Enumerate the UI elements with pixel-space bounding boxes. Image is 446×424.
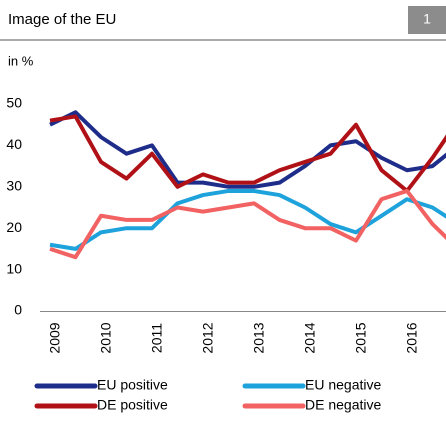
- legend-label: EU positive: [97, 377, 168, 393]
- x-tick-label: 2010: [98, 322, 114, 353]
- y-tick-label: 30: [6, 178, 22, 194]
- series-line: [49, 110, 446, 189]
- y-tick-label: 50: [6, 95, 22, 111]
- x-tick-label: 2014: [302, 322, 318, 353]
- legend-label: DE negative: [305, 397, 381, 413]
- y-axis-label: in %: [8, 53, 34, 68]
- badge-box: [408, 6, 446, 34]
- y-tick-label: 0: [14, 302, 22, 318]
- series-line: [49, 188, 446, 251]
- x-tick-label: 2016: [404, 322, 420, 353]
- y-tick-label: 10: [6, 260, 22, 276]
- y-tick-label: 40: [6, 136, 22, 152]
- legend-label: DE positive: [97, 397, 168, 413]
- chart-title: Image of the EU: [8, 11, 116, 28]
- series-line: [49, 188, 446, 260]
- series-line: [49, 114, 446, 193]
- plot-area: [49, 110, 446, 260]
- x-tick-label: 2012: [200, 322, 216, 353]
- y-tick-label: 20: [6, 219, 22, 235]
- x-tick-label: 2011: [149, 323, 165, 353]
- x-tick-label: 2013: [251, 322, 267, 353]
- badge: 1: [423, 11, 431, 27]
- x-tick-label: 2015: [353, 322, 369, 353]
- legend-label: EU negative: [305, 377, 381, 393]
- x-tick-label: 2009: [47, 322, 63, 353]
